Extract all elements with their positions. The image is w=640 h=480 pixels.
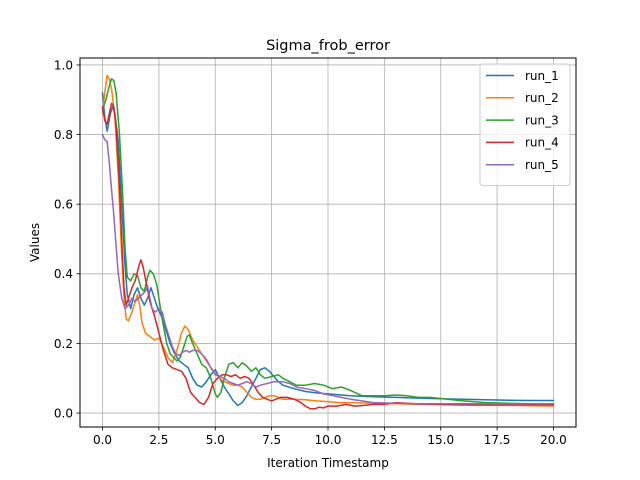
plot-lines: [101, 74, 555, 410]
series-line-run_5: [101, 133, 555, 405]
x-tick-label: 5.0: [206, 433, 225, 447]
y-tick-label: 0.6: [54, 198, 73, 212]
legend-label: run_3: [525, 113, 559, 127]
series-line-run_4: [101, 102, 555, 410]
y-tick-label: 0.0: [54, 406, 73, 420]
x-tick-label: 7.5: [262, 433, 281, 447]
x-tick-label: 12.5: [371, 433, 398, 447]
legend-label: run_1: [525, 69, 559, 83]
y-tick-label: 1.0: [54, 58, 73, 72]
y-tick-label: 0.2: [54, 337, 73, 351]
legend-label: run_2: [525, 91, 559, 105]
y-axis-ticks: 0.0 0.2 0.4 0.6 0.8 1.0: [54, 58, 80, 420]
x-tick-label: 2.5: [149, 433, 168, 447]
y-tick-label: 0.4: [54, 267, 73, 281]
legend: run_1 run_2 run_3 run_4 run_5: [479, 63, 571, 186]
x-tick-label: 0.0: [93, 433, 112, 447]
x-tick-label: 10.0: [315, 433, 342, 447]
legend-label: run_5: [525, 158, 559, 172]
x-axis-ticks: 0.0 2.5 5.0 7.5 10.0 12.5 15.0 17.5 20.0: [93, 427, 567, 447]
x-tick-label: 17.5: [484, 433, 511, 447]
series-line-run_1: [101, 92, 555, 407]
y-tick-label: 0.8: [54, 128, 73, 142]
y-axis-label: Values: [28, 223, 42, 262]
x-axis-label: Iteration Timestamp: [267, 456, 389, 470]
legend-box: [479, 63, 571, 186]
legend-label: run_4: [525, 136, 559, 150]
x-tick-label: 15.0: [427, 433, 454, 447]
chart-title: Sigma_frob_error: [266, 38, 390, 54]
x-tick-label: 20.0: [540, 433, 567, 447]
